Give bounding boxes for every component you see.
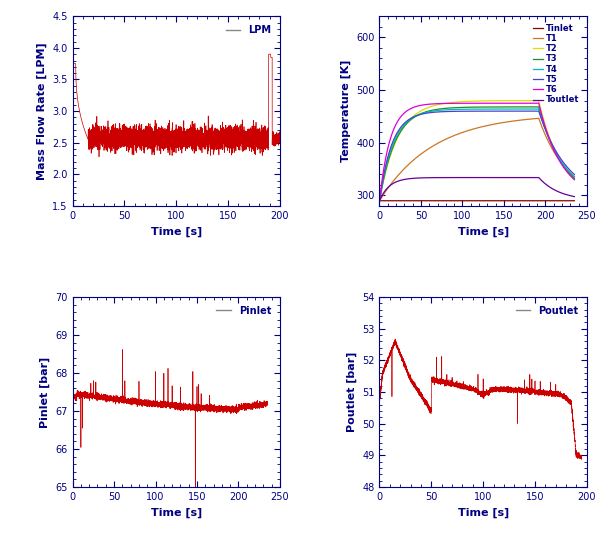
T3	[535, 104, 542, 110]
T2	[471, 98, 479, 104]
T2	[376, 197, 383, 204]
X-axis label: Time [s]: Time [s]	[457, 227, 509, 237]
T4	[428, 108, 436, 115]
T5	[511, 108, 518, 114]
Toutlet	[571, 193, 578, 200]
T3	[511, 104, 518, 110]
T3	[571, 175, 578, 182]
T4	[511, 106, 518, 113]
T6	[401, 110, 408, 116]
T6	[471, 100, 479, 107]
Toutlet	[464, 174, 471, 181]
T1	[471, 126, 479, 132]
T1	[511, 117, 518, 124]
T4	[471, 106, 479, 113]
Tinlet	[428, 197, 436, 204]
X-axis label: Time [s]: Time [s]	[151, 227, 202, 237]
Tinlet	[471, 197, 479, 204]
T1	[464, 128, 471, 134]
T5	[401, 120, 408, 127]
Y-axis label: Mass Flow Rate [LPM]: Mass Flow Rate [LPM]	[36, 42, 47, 180]
Tinlet	[376, 197, 383, 204]
T1	[376, 197, 383, 204]
Legend: Tinlet, T1, T2, T3, T4, T5, T6, Toutlet: Tinlet, T1, T2, T3, T4, T5, T6, Toutlet	[530, 21, 583, 108]
T4	[535, 106, 542, 113]
Y-axis label: Poutlet [bar]: Poutlet [bar]	[346, 352, 356, 432]
T5	[471, 108, 479, 114]
Tinlet	[401, 197, 408, 204]
Tinlet	[464, 197, 471, 204]
T6	[400, 110, 407, 117]
T6	[571, 176, 578, 183]
T5	[376, 197, 383, 204]
T4	[376, 197, 383, 204]
Tinlet	[400, 197, 407, 204]
T5	[535, 108, 542, 114]
T6	[376, 197, 383, 204]
Line: T5: T5	[379, 111, 574, 201]
T1	[401, 166, 408, 172]
T3	[401, 123, 408, 129]
Toutlet	[428, 174, 436, 181]
T4	[464, 106, 471, 113]
T1	[571, 173, 578, 180]
T6	[428, 101, 436, 107]
T2	[401, 123, 408, 129]
T4	[400, 123, 407, 129]
Line: T1: T1	[379, 118, 574, 201]
T6	[464, 100, 471, 107]
T5	[571, 171, 578, 178]
T2	[511, 97, 518, 104]
T2	[535, 97, 542, 104]
T2	[428, 103, 436, 109]
Legend: LPM: LPM	[222, 21, 275, 39]
T1	[535, 115, 542, 122]
T3	[428, 107, 436, 114]
Toutlet	[401, 176, 408, 183]
X-axis label: Time [s]: Time [s]	[457, 507, 509, 518]
Toutlet	[400, 176, 407, 183]
T3	[464, 104, 471, 110]
T5	[428, 109, 436, 116]
T2	[571, 176, 578, 182]
Legend: Poutlet: Poutlet	[512, 302, 582, 320]
T3	[471, 104, 479, 110]
Line: T6: T6	[379, 103, 574, 201]
T2	[464, 98, 471, 104]
T3	[376, 197, 383, 204]
T6	[511, 100, 518, 107]
Y-axis label: Pinlet [bar]: Pinlet [bar]	[39, 357, 50, 427]
T5	[400, 121, 407, 128]
T5	[464, 108, 471, 115]
Line: Toutlet: Toutlet	[379, 177, 574, 201]
Tinlet	[511, 197, 518, 204]
T4	[571, 174, 578, 180]
Line: T3: T3	[379, 107, 574, 201]
Toutlet	[511, 174, 518, 181]
Toutlet	[535, 174, 542, 181]
T2	[400, 124, 407, 131]
T4	[401, 122, 408, 128]
T1	[428, 143, 436, 150]
Tinlet	[571, 197, 578, 204]
Legend: Pinlet: Pinlet	[212, 302, 275, 320]
Toutlet	[376, 197, 383, 204]
Y-axis label: Temperature [K]: Temperature [K]	[340, 60, 350, 162]
T3	[400, 124, 407, 131]
Toutlet	[471, 174, 479, 181]
X-axis label: Time [s]: Time [s]	[151, 507, 202, 518]
Line: T4: T4	[379, 109, 574, 201]
T1	[400, 166, 407, 173]
T6	[535, 100, 542, 107]
Line: T2: T2	[379, 101, 574, 201]
